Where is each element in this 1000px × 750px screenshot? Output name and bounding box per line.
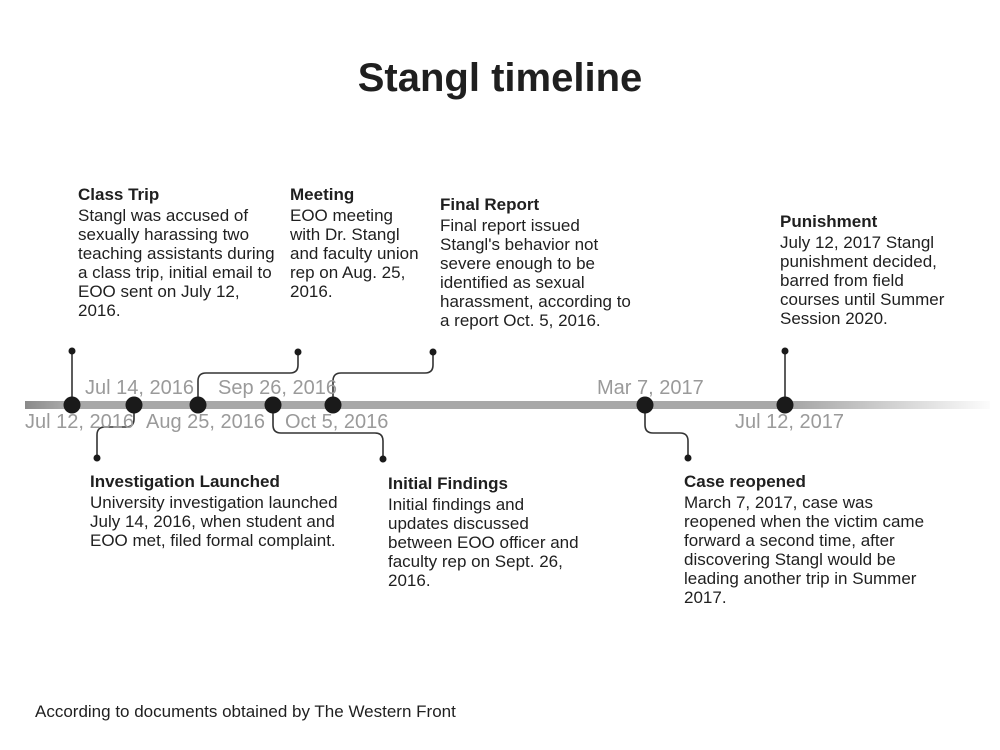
endpoint-dot-final-report — [429, 348, 437, 356]
event-initial-findings: Initial Findings Initial findings and up… — [388, 474, 588, 590]
event-case-reopened: Case reopened March 7, 2017, case was re… — [684, 472, 946, 607]
event-meeting-title: Meeting — [290, 185, 355, 204]
connector-case-reopened — [644, 405, 689, 458]
connector-endpoint-dots — [68, 347, 789, 463]
timeline-dot-mar-7-2017 — [636, 396, 654, 414]
event-investigation-launched-title: Investigation Launched — [90, 472, 280, 491]
event-punishment-body: July 12, 2017 Stangl punishment decided,… — [780, 233, 945, 328]
endpoint-dot-class-trip — [68, 347, 76, 355]
endpoint-dot-investigation-launched — [93, 454, 101, 462]
event-investigation-launched-body: University investigation launched July 1… — [90, 493, 338, 550]
date-label-oct-5-2016: Oct 5, 2016 — [285, 411, 389, 433]
event-meeting-body: EOO meeting with Dr. Stangl and faculty … — [290, 206, 419, 301]
event-punishment-title: Punishment — [780, 212, 878, 231]
endpoint-dot-punishment — [781, 347, 789, 355]
date-label-jul-12-2017: Jul 12, 2017 — [735, 411, 844, 433]
page-title: Stangl timeline — [357, 56, 643, 100]
event-case-reopened-title: Case reopened — [684, 472, 806, 491]
date-label-sep-26-2016: Sep 26, 2016 — [218, 377, 337, 399]
event-meeting: Meeting EOO meeting with Dr. Stangl and … — [290, 185, 420, 301]
date-label-aug-25-2016: Aug 25, 2016 — [146, 411, 265, 433]
event-case-reopened-body: March 7, 2017, case was reopened when th… — [684, 493, 925, 607]
event-class-trip: Class Trip Stangl was accused of sexuall… — [78, 185, 278, 320]
endpoint-dot-case-reopened — [684, 454, 692, 462]
event-class-trip-title: Class Trip — [78, 185, 160, 204]
event-investigation-launched: Investigation Launched University invest… — [90, 472, 350, 550]
event-initial-findings-body: Initial findings and updates discussed b… — [388, 495, 579, 590]
timeline-dot-sep-26-2016 — [264, 396, 282, 414]
endpoint-dot-meeting — [294, 348, 302, 356]
connector-lines — [71, 351, 786, 459]
event-initial-findings-title: Initial Findings — [388, 474, 508, 493]
date-label-jul-12-2016: Jul 12, 2016 — [25, 411, 134, 433]
source-note: According to documents obtained by The W… — [35, 702, 456, 721]
timeline-bar — [25, 401, 990, 409]
event-final-report-body: Final report issued Stangl's behavior no… — [440, 216, 631, 330]
connector-final-report — [332, 352, 434, 405]
date-label-jul-14-2016: Jul 14, 2016 — [85, 377, 194, 399]
endpoint-dot-initial-findings — [379, 455, 387, 463]
event-final-report-title: Final Report — [440, 195, 540, 214]
event-class-trip-body: Stangl was accused of sexually harassing… — [78, 206, 275, 320]
event-punishment: Punishment July 12, 2017 Stangl punishme… — [780, 212, 962, 328]
date-label-mar-7-2017: Mar 7, 2017 — [597, 377, 704, 399]
event-final-report: Final Report Final report issued Stangl'… — [440, 195, 632, 330]
